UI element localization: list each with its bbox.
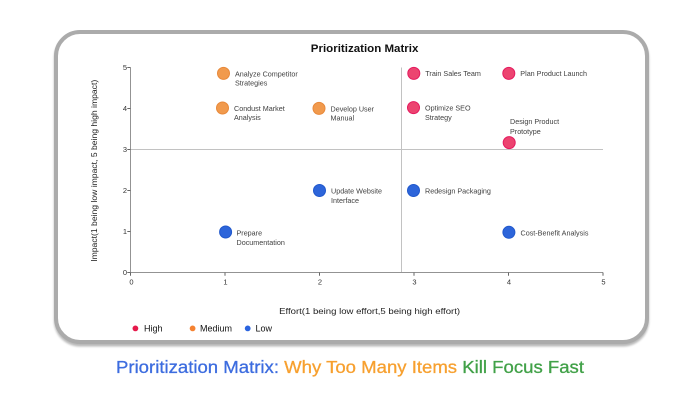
svg-text:2: 2 [123,186,127,195]
svg-text:5: 5 [123,63,127,72]
svg-text:Prioritization Matrix: Prioritization Matrix [311,43,419,55]
svg-text:Redesign Packaging: Redesign Packaging [425,187,491,196]
svg-text:Prepare: Prepare [237,229,263,238]
svg-text:Prioritization Matrix: Why Too: Prioritization Matrix: Why Too Many Item… [116,357,584,377]
svg-text:Documentation: Documentation [237,238,285,247]
svg-text:3: 3 [412,277,416,286]
svg-text:Analyze Competitor: Analyze Competitor [235,69,298,78]
svg-text:2: 2 [318,277,322,286]
svg-text:Interface: Interface [331,196,359,205]
svg-text:Condust Market: Condust Market [234,104,285,113]
svg-text:Analysis: Analysis [234,113,261,122]
svg-text:Optimize SEO: Optimize SEO [425,104,471,113]
svg-text:High: High [144,324,163,334]
svg-text:Design Product: Design Product [510,117,559,126]
svg-text:4: 4 [123,104,127,113]
svg-text:Medium: Medium [200,324,232,334]
svg-text:Update Website: Update Website [331,187,382,196]
svg-text:Effort(1 being low effort,5 be: Effort(1 being low effort,5 being high e… [279,307,460,316]
svg-text:Develop User: Develop User [331,104,375,113]
svg-text:0: 0 [129,277,133,286]
svg-text:4: 4 [507,277,511,286]
svg-text:Strategy: Strategy [425,113,452,122]
svg-text:1: 1 [123,227,127,236]
svg-text:Prototype: Prototype [510,127,541,136]
svg-text:3: 3 [123,145,127,154]
svg-text:Impact(1 being low impact, 5 b: Impact(1 being low impact, 5 being high … [90,79,99,261]
svg-text:Plan Product Launch: Plan Product Launch [520,69,587,78]
svg-text:Cost-Benefit Analysis: Cost-Benefit Analysis [521,228,589,237]
svg-text:1: 1 [223,277,227,286]
svg-text:Strategies: Strategies [235,79,268,88]
svg-text:0: 0 [123,268,127,277]
svg-text:5: 5 [601,277,605,286]
svg-text:Low: Low [256,324,273,334]
svg-text:Manual: Manual [331,114,355,123]
svg-text:Train Sales Team: Train Sales Team [425,69,481,78]
